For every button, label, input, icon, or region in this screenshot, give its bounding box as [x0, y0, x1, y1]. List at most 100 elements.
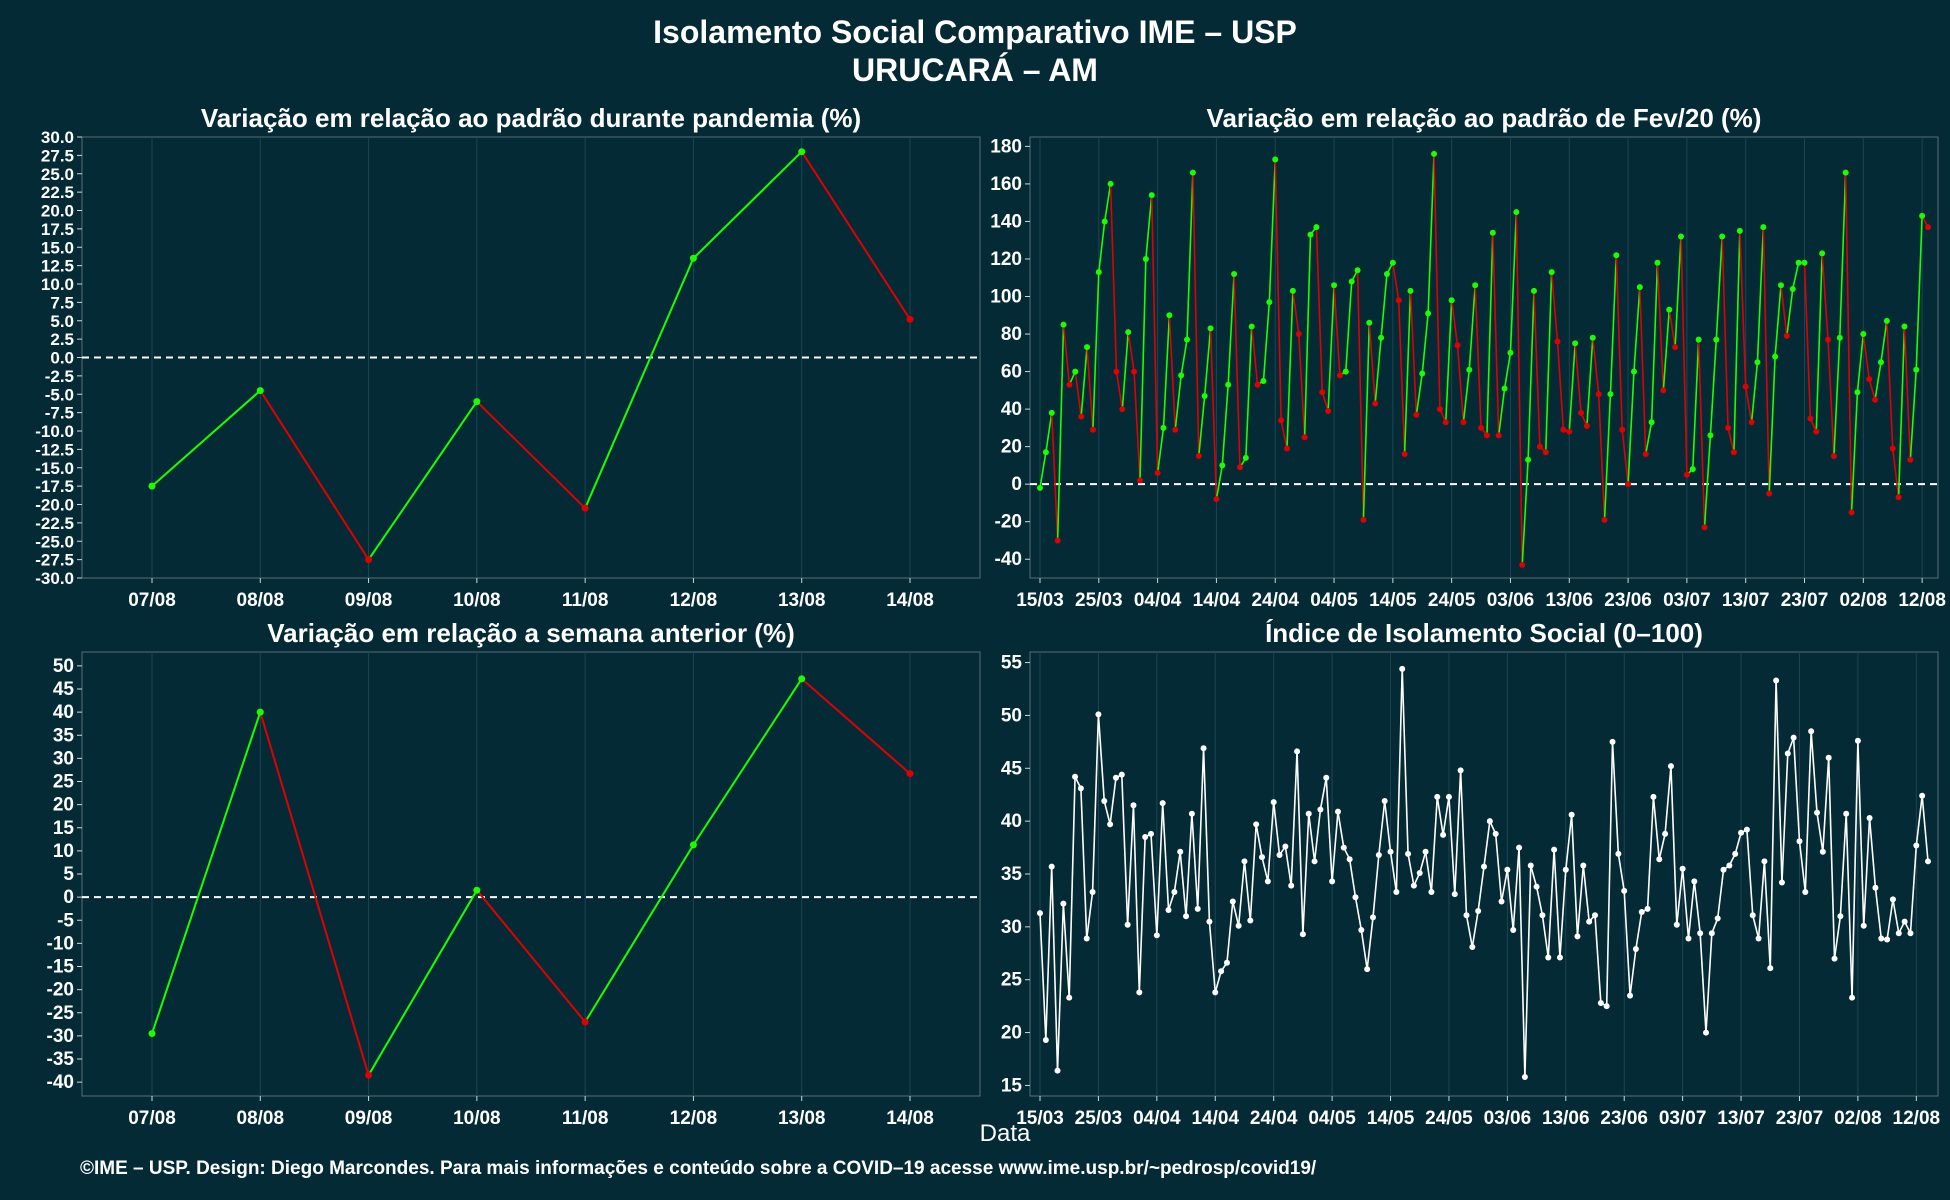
series-segment [1286, 290, 1294, 449]
data-point [1436, 406, 1443, 413]
data-point [1625, 481, 1632, 488]
data-point [1481, 863, 1487, 870]
data-point [1307, 231, 1314, 238]
data-point [1323, 774, 1330, 781]
data-point [1754, 359, 1761, 366]
data-point [1329, 878, 1336, 885]
series-segment [1185, 813, 1193, 917]
chart-panel-fev20: Variação em relação ao padrão de Fev/20 … [990, 103, 1946, 611]
data-point [1399, 665, 1406, 672]
data-point [1819, 250, 1826, 257]
series-segment [1627, 371, 1635, 485]
y-tick-label: 0 [63, 887, 74, 908]
series-segment [1227, 273, 1235, 385]
y-tick-label: 27.5 [41, 146, 74, 165]
series-segment [1430, 796, 1439, 893]
data-point [1213, 496, 1220, 503]
data-point [1714, 915, 1721, 922]
series-segment [1407, 853, 1415, 886]
data-point [1725, 424, 1732, 431]
data-point [1901, 918, 1908, 925]
chart-panel-indice: Índice de Isolamento Social (0–100) 55 50 4… [1001, 618, 1940, 1129]
series-segment [1262, 302, 1271, 382]
data-point [1808, 728, 1815, 735]
series-segment [1656, 262, 1665, 391]
series-segment [1839, 813, 1848, 917]
y-tick-label: -12.5 [35, 440, 74, 459]
y-tick-label: 60 [1001, 362, 1022, 383]
y-tick-label: -20 [995, 512, 1022, 533]
y-tick-label: 20 [53, 795, 74, 816]
data-point [473, 886, 481, 894]
data-point [1603, 1003, 1610, 1010]
data-point [1229, 898, 1236, 905]
x-axis-label: Data [979, 1120, 1031, 1147]
y-tick-label: 15 [53, 818, 75, 839]
series-segment [1909, 369, 1918, 460]
data-point [1562, 866, 1569, 873]
series-segment [1521, 459, 1529, 565]
data-point [1242, 454, 1249, 461]
y-tick-label: 5.0 [50, 312, 74, 331]
y-tick-label: -5 [57, 910, 74, 931]
data-point [1370, 914, 1376, 921]
series-segment [1150, 833, 1158, 936]
chart-title: Variação em relação ao padrão de Fev/20 … [1207, 103, 1762, 133]
series-segment [1816, 812, 1824, 852]
x-tick-label: 23/07 [1776, 1108, 1824, 1129]
data-point [1777, 282, 1784, 289]
data-point [1889, 445, 1896, 452]
series-segment [1249, 824, 1257, 921]
series-segment [1693, 881, 1701, 934]
data-point [1042, 449, 1049, 456]
data-point [1440, 831, 1447, 838]
data-point [1919, 792, 1926, 799]
series-segment [1221, 384, 1229, 466]
data-point [1607, 391, 1614, 398]
data-point [1632, 946, 1639, 953]
data-point [1188, 810, 1195, 817]
data-point [473, 398, 481, 406]
series-segment [1121, 332, 1130, 410]
series-segment [1191, 813, 1199, 909]
data-point [1533, 883, 1540, 890]
data-point [1425, 310, 1432, 317]
data-point [1530, 287, 1537, 294]
y-tick-label: -15.0 [35, 459, 74, 478]
x-tick-label: 23/06 [1600, 1108, 1648, 1129]
series-segment [1056, 903, 1065, 1071]
data-point [1854, 389, 1861, 396]
series-segment [1798, 841, 1807, 893]
data-point [1662, 830, 1669, 837]
series-segment [1891, 448, 1900, 498]
series-segment [1126, 805, 1135, 925]
series-segment [1603, 394, 1612, 520]
data-point [1241, 858, 1248, 865]
series-segment [1444, 300, 1453, 423]
x-tick-label: 24/04 [1250, 1108, 1298, 1129]
series-segment [1586, 337, 1594, 427]
data-point [256, 387, 264, 395]
y-tick-label: 15 [1001, 1075, 1023, 1096]
series-segment [151, 711, 262, 1034]
series-segment [1109, 777, 1117, 825]
data-point [1578, 409, 1585, 416]
series-segment [1356, 270, 1365, 520]
series-segment [1162, 315, 1171, 428]
data-point [1843, 810, 1850, 817]
data-point [1148, 830, 1154, 837]
main-title: Isolamento Social Comparativo IME – USP [653, 14, 1297, 50]
data-point [1720, 866, 1727, 873]
data-point [1270, 799, 1277, 806]
series-segment [801, 678, 911, 775]
data-point [1492, 830, 1499, 837]
data-point [1259, 854, 1265, 861]
y-tick-label: 35 [53, 725, 75, 746]
series-segment [1372, 854, 1380, 918]
data-point [1510, 927, 1517, 934]
series-segment [1039, 452, 1047, 489]
data-point [1331, 282, 1338, 289]
data-point [1568, 811, 1575, 818]
series-segment [1886, 320, 1894, 449]
series-segment [1506, 869, 1515, 931]
